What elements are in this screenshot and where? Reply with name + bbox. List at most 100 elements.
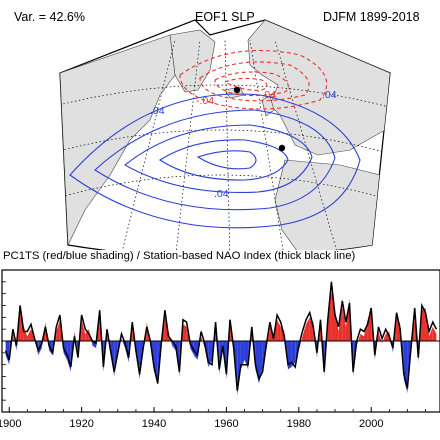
pc1ts-area-segment bbox=[285, 341, 288, 370]
pc1ts-area-segment bbox=[222, 341, 227, 379]
pc1ts-area-segment bbox=[316, 341, 319, 358]
pc1ts-area-segment bbox=[411, 341, 413, 353]
pc1ts-area-segment bbox=[9, 341, 13, 365]
pc1ts-area-segment bbox=[144, 322, 147, 341]
pc1ts-area-segment bbox=[52, 341, 55, 356]
greenland-landmass bbox=[169, 29, 216, 93]
pc1ts-area-segment bbox=[269, 326, 274, 341]
pc1ts-area-segment bbox=[378, 331, 382, 341]
pc1ts-area-segment bbox=[41, 341, 43, 349]
pc1ts-area-segment bbox=[356, 341, 359, 346]
x-tick-label: 1940 bbox=[142, 418, 166, 430]
pc1ts-area-segment bbox=[389, 331, 391, 341]
pc1ts-area-segment bbox=[197, 341, 201, 360]
pc1ts-area-segment bbox=[20, 310, 24, 341]
pc1ts-area-segment bbox=[277, 319, 281, 341]
pc1ts-area-segment bbox=[219, 341, 223, 375]
pc1ts-area-segment bbox=[106, 333, 109, 341]
pc1ts-area-segment bbox=[63, 341, 68, 360]
pc1ts-area-segment bbox=[298, 341, 302, 351]
pc1ts-area-segment bbox=[76, 341, 79, 353]
pc1ts-area-segment bbox=[62, 341, 64, 353]
pc1ts-area-segment bbox=[54, 331, 57, 341]
pc1ts-area-segment bbox=[34, 336, 36, 341]
pc1ts-area-segment bbox=[358, 333, 361, 341]
pc1ts-area-segment bbox=[351, 341, 354, 377]
pc1ts-area-segment bbox=[373, 341, 375, 360]
pc1ts-area-segment bbox=[38, 341, 42, 356]
pc1ts-area-segment bbox=[161, 341, 163, 349]
pc1ts-area-segment bbox=[382, 333, 386, 341]
pc1ts-area-segment bbox=[309, 317, 314, 341]
variance-label: Var. = 42.6% bbox=[14, 10, 85, 24]
pc1ts-area-segment bbox=[324, 341, 327, 377]
pc1ts-area-segment bbox=[190, 341, 194, 356]
pc1ts-area-segment bbox=[91, 341, 93, 346]
ts-plot-frame bbox=[1, 269, 440, 413]
pc1ts-area-segment bbox=[117, 341, 121, 349]
pc1ts-area-segment bbox=[421, 307, 426, 341]
pc1ts-area-segment bbox=[306, 317, 310, 341]
pc1ts-area-segment bbox=[414, 312, 417, 341]
pc1ts-area-segment bbox=[202, 341, 205, 349]
pc1ts-area-segment bbox=[79, 319, 82, 341]
pc1ts-area-segment bbox=[320, 324, 322, 341]
pc1ts-area-segment bbox=[211, 341, 215, 360]
pc1ts-area-segment bbox=[172, 341, 176, 351]
timeseries-title: PC1TS (red/blue shading) / Station-based… bbox=[3, 250, 356, 262]
pc1ts-area-segment bbox=[240, 341, 245, 370]
pc1ts-area-segment bbox=[200, 336, 202, 341]
pc1ts-area-segment bbox=[103, 341, 107, 372]
pc1ts-area-segment bbox=[181, 324, 183, 341]
pc1ts-area-segment bbox=[248, 341, 251, 370]
pc1ts-area-segment bbox=[374, 341, 378, 360]
pc1ts-area-segment bbox=[108, 341, 111, 356]
pc1ts-area-segment bbox=[363, 319, 368, 341]
pc1ts-area-segment bbox=[78, 341, 80, 353]
x-axis-ticks: 1900 1920 1940 1960 1980 2000 bbox=[0, 407, 426, 430]
pc1ts-area-segment bbox=[315, 341, 317, 358]
pc1ts-area-segment bbox=[23, 326, 28, 341]
azores-station-marker bbox=[278, 144, 286, 152]
map-title: EOF1 SLP bbox=[195, 10, 255, 24]
pc1ts-area-segment bbox=[321, 341, 325, 377]
pc1ts-area-segment bbox=[56, 319, 60, 341]
pc1ts-area-segment bbox=[88, 329, 92, 341]
pc1ts-area-segment bbox=[403, 341, 408, 394]
x-tick-label: 1900 bbox=[0, 418, 21, 430]
pc1ts-area-segment bbox=[114, 341, 118, 377]
pc1ts-area-segment bbox=[134, 341, 136, 356]
y-axis-ticks bbox=[2, 281, 6, 401]
pc1ts-area-segment bbox=[150, 341, 155, 372]
contour-label: .04 bbox=[322, 89, 337, 101]
pc1ts-area-segment bbox=[49, 341, 53, 356]
british-isles-landmass bbox=[261, 95, 275, 117]
pc1ts-area-segment bbox=[182, 324, 187, 341]
pc1ts-area-segment bbox=[232, 341, 234, 353]
pc1ts-area-segment bbox=[74, 331, 77, 341]
x-tick-label: 1980 bbox=[287, 418, 311, 430]
pc1ts-area-segment bbox=[429, 326, 433, 341]
pc1ts-area-segment bbox=[47, 341, 50, 351]
pc1ts-area-segment bbox=[193, 341, 198, 360]
pc1ts-area-segment bbox=[99, 312, 102, 341]
pc1ts-area-segment bbox=[353, 341, 357, 377]
negative-contours bbox=[179, 50, 328, 110]
pc1ts-area-segment bbox=[262, 341, 267, 368]
pc1ts-shading bbox=[5, 291, 437, 396]
pc1ts-area-segment bbox=[291, 341, 296, 368]
pc1ts-area-segment bbox=[233, 341, 238, 396]
pc1ts-area-segment bbox=[121, 338, 123, 341]
pc1ts-area-segment bbox=[30, 329, 35, 341]
pc1ts-area-segment bbox=[175, 341, 180, 377]
pc1ts-area-segment bbox=[85, 329, 89, 341]
pc1ts-area-segment bbox=[70, 341, 74, 372]
pc1ts-area-segment bbox=[226, 341, 229, 379]
pc1ts-area-segment bbox=[228, 324, 231, 341]
pc1ts-area-segment bbox=[367, 312, 372, 341]
pc1ts-area-segment bbox=[149, 341, 151, 346]
pc1ts-area-segment bbox=[189, 341, 191, 349]
pc1ts-area-segment bbox=[186, 326, 190, 341]
pc1ts-area-segment bbox=[385, 331, 390, 341]
pc1ts-area-segment bbox=[287, 341, 292, 370]
